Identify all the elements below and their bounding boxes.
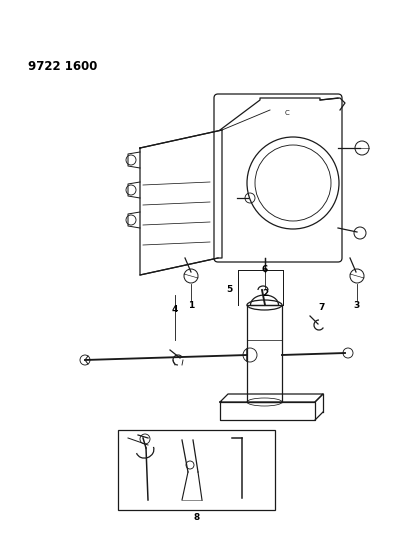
- Text: 9722 1600: 9722 1600: [28, 60, 97, 73]
- Text: 6: 6: [262, 265, 268, 274]
- Text: 3: 3: [354, 301, 360, 310]
- Text: C: C: [285, 110, 289, 116]
- Text: 8: 8: [194, 513, 200, 521]
- Bar: [118, 430, 275, 510]
- Text: 2: 2: [262, 288, 268, 297]
- Text: 5: 5: [226, 286, 232, 295]
- Text: 7: 7: [319, 303, 325, 312]
- Text: 1: 1: [188, 301, 194, 310]
- Text: 4: 4: [172, 305, 178, 314]
